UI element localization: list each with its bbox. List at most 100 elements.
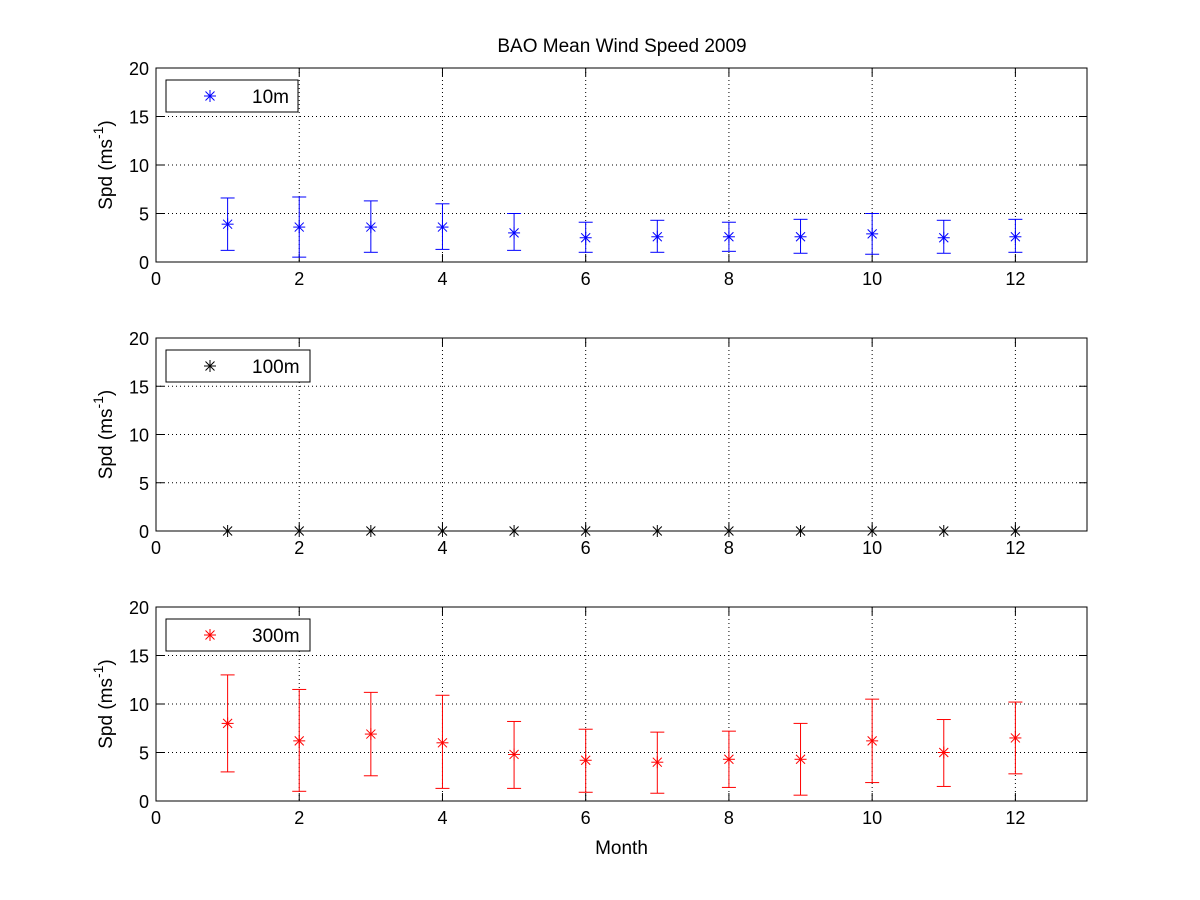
legend-marker (204, 90, 216, 102)
y-axis-label-end: ) (96, 390, 117, 396)
y-axis-label-end: ) (96, 120, 117, 126)
x-tick-label: 8 (724, 538, 734, 558)
legend: 300m (165, 618, 311, 652)
x-tick-label: 0 (151, 269, 161, 289)
y-tick-label: 15 (129, 647, 149, 667)
data-point (937, 525, 950, 537)
y-tick-label: 0 (139, 253, 149, 273)
x-tick-label: 0 (151, 538, 161, 558)
y-tick-label: 20 (129, 59, 149, 79)
y-tick-label: 5 (139, 474, 149, 494)
x-tick-label: 2 (294, 269, 304, 289)
y-axis-label: Spd (ms-1) (90, 659, 117, 749)
x-axis-label: Month (595, 838, 648, 859)
subplot-1: 0 2 4 6 8 10 12 0 5 10 15 20 Spd (ms-1) 10m (90, 59, 1088, 289)
x-tick-label: 8 (724, 808, 734, 828)
data-point (651, 525, 664, 537)
data-point (436, 525, 449, 537)
legend: 100m (165, 349, 311, 383)
subplot-3: 0 2 4 6 8 10 12 0 5 10 15 20 Spd (ms-1) Month 300m (90, 598, 1088, 859)
x-tick-label: 10 (862, 538, 882, 558)
data-point (508, 748, 521, 761)
legend-label: 300m (252, 626, 300, 647)
y-tick-label: 15 (129, 377, 149, 397)
data-point (794, 230, 807, 243)
y-tick-label: 20 (129, 598, 149, 618)
data-point (722, 753, 735, 766)
legend-marker (204, 629, 216, 641)
subplot-2: 0 2 4 6 8 10 12 0 5 10 15 20 Spd (ms-1) 100m (90, 329, 1088, 558)
legend: 10m (165, 79, 299, 113)
y-axis-label: Spd (ms-1) (90, 390, 117, 480)
x-tick-label: 4 (437, 538, 447, 558)
data-point (651, 756, 664, 769)
x-tick-label: 6 (581, 538, 591, 558)
data-point (364, 221, 377, 234)
y-axis-label-text: Spd (ms (96, 139, 117, 210)
x-tick-label: 0 (151, 808, 161, 828)
legend-label: 10m (252, 87, 289, 108)
y-tick-label: 0 (139, 792, 149, 812)
data-point (293, 221, 306, 234)
data-point (579, 754, 592, 767)
data-point (866, 525, 879, 537)
y-tick-label: 5 (139, 744, 149, 764)
y-tick-label: 20 (129, 329, 149, 349)
legend-box (165, 349, 311, 383)
plot-area (155, 67, 1088, 263)
data-point (436, 221, 449, 234)
y-tick-label: 15 (129, 108, 149, 128)
data-point (866, 734, 879, 747)
data-point (794, 525, 807, 537)
series-100m (221, 525, 1022, 537)
data-point (364, 525, 377, 537)
y-axis-label-superscript: -1 (90, 396, 106, 409)
data-point (364, 728, 377, 741)
y-tick-label: 10 (129, 426, 149, 446)
y-axis-label-end: ) (96, 659, 117, 665)
data-point (579, 525, 592, 537)
series-300m (220, 674, 1023, 796)
data-point (221, 717, 234, 730)
x-tick-label: 12 (1005, 538, 1025, 558)
data-point (722, 525, 735, 537)
data-point (794, 753, 807, 766)
y-axis-label-text: Spd (ms (96, 678, 117, 749)
legend-label: 100m (252, 357, 300, 378)
data-point (579, 231, 592, 244)
y-tick-label: 5 (139, 205, 149, 225)
x-tick-label: 4 (437, 808, 447, 828)
y-axis-label-text: Spd (ms (96, 409, 117, 480)
data-point (293, 734, 306, 747)
x-tick-label: 2 (294, 538, 304, 558)
data-point (508, 226, 521, 239)
data-point (866, 227, 879, 240)
data-point (651, 230, 664, 243)
y-tick-label: 0 (139, 522, 149, 542)
data-point (937, 746, 950, 759)
y-axis-label-superscript: -1 (90, 126, 106, 139)
x-tick-label: 10 (862, 269, 882, 289)
figure-title: BAO Mean Wind Speed 2009 (497, 36, 746, 57)
y-tick-label: 10 (129, 156, 149, 176)
legend-marker (204, 360, 216, 372)
y-tick-label: 10 (129, 695, 149, 715)
data-point (436, 736, 449, 749)
x-tick-label: 6 (581, 269, 591, 289)
x-tick-label: 4 (437, 269, 447, 289)
y-axis-label: Spd (ms-1) (90, 120, 117, 210)
x-tick-label: 2 (294, 808, 304, 828)
data-point (937, 231, 950, 244)
y-axis-label-superscript: -1 (90, 665, 106, 678)
x-tick-label: 10 (862, 808, 882, 828)
data-point (221, 525, 234, 537)
data-point (722, 230, 735, 243)
data-point (1009, 230, 1022, 243)
data-point (1009, 731, 1022, 744)
data-point (293, 525, 306, 537)
legend-box (165, 618, 311, 652)
plot-area (155, 337, 1088, 532)
data-point (221, 218, 234, 231)
